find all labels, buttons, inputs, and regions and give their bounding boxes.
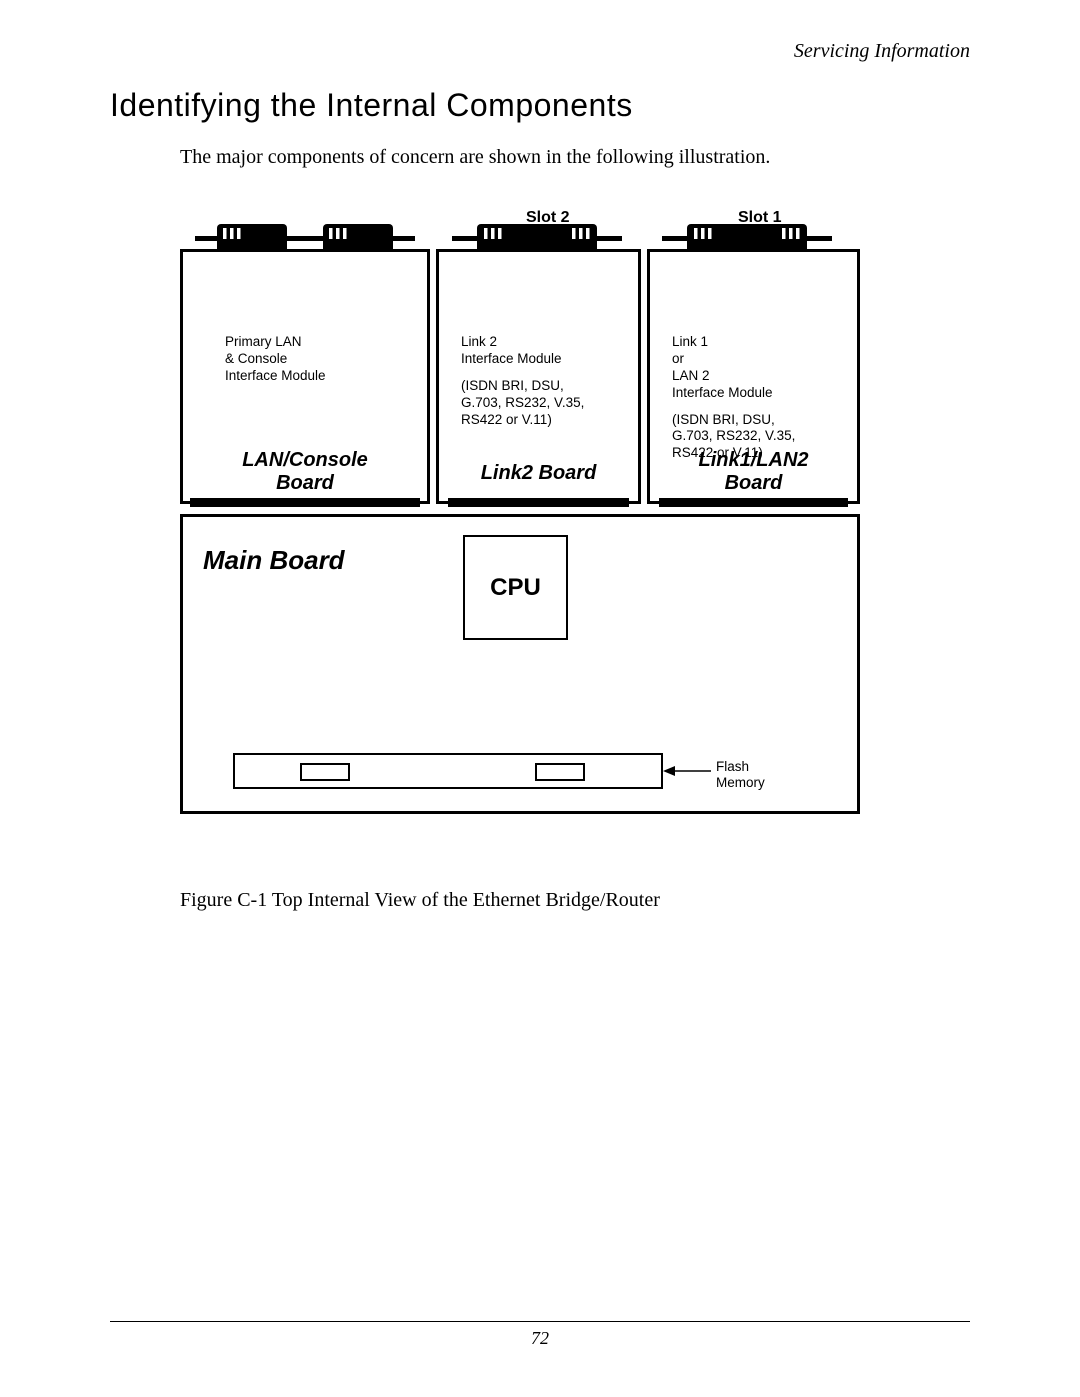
text: Interface Module	[225, 368, 415, 385]
flash-slot	[300, 763, 350, 781]
board-link2: Link 2 Interface Module (ISDN BRI, DSU, …	[436, 249, 641, 504]
edge-connector	[190, 494, 420, 512]
flash-memory-strip	[233, 753, 663, 789]
text: RS422 or V.11)	[461, 412, 626, 429]
text: Link 2	[461, 334, 626, 351]
board-title: Board	[183, 472, 427, 495]
board-lan-console: Primary LAN & Console Interface Module L…	[180, 249, 430, 504]
text: Interface Module	[461, 351, 626, 368]
flash-slot	[535, 763, 585, 781]
edge-connector	[659, 494, 848, 512]
flash-label: Flash	[716, 759, 765, 775]
text: or	[672, 351, 845, 368]
main-board: Main Board CPU Flash Memory	[180, 514, 860, 814]
board-title: LAN/Console	[183, 449, 427, 472]
footer-rule	[110, 1321, 970, 1322]
text: Interface Module	[672, 385, 845, 402]
intro-text: The major components of concern are show…	[180, 146, 970, 169]
page-number: 72	[0, 1328, 1080, 1349]
board-link1-lan2: Link 1 or LAN 2 Interface Module (ISDN B…	[647, 249, 860, 504]
text: (ISDN BRI, DSU,	[461, 378, 626, 395]
arrow-icon	[663, 761, 713, 781]
board-title: Link2 Board	[439, 462, 638, 485]
running-header: Servicing Information	[110, 40, 970, 63]
diagram: Slot 2 Slot 1	[180, 209, 860, 839]
board-title: Link1/LAN2	[650, 449, 857, 472]
text: (ISDN BRI, DSU,	[672, 412, 845, 429]
mainboard-title: Main Board	[203, 545, 345, 576]
text: Primary LAN	[225, 334, 415, 351]
edge-connector	[448, 494, 629, 512]
text: G.703, RS232, V.35,	[672, 428, 845, 445]
section-title: Identifying the Internal Components	[110, 87, 970, 124]
text: G.703, RS232, V.35,	[461, 395, 626, 412]
flash-label: Memory	[716, 775, 765, 791]
text: & Console	[225, 351, 415, 368]
board-title: Board	[650, 472, 857, 495]
text: LAN 2	[672, 368, 845, 385]
cpu-box: CPU	[463, 535, 568, 640]
text: Link 1	[672, 334, 845, 351]
figure-caption: Figure C-1 Top Internal View of the Ethe…	[180, 889, 970, 912]
